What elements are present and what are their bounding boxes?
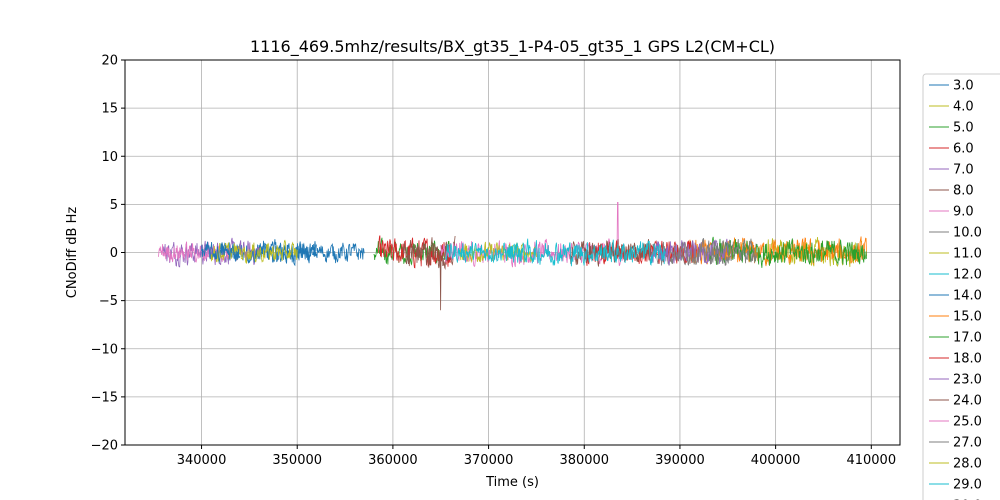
legend-label: 12.0 [953,268,982,283]
series-line-27.0 [670,237,757,266]
x-tick-label: 390000 [655,453,705,468]
legend: 3.0 4.0 5.0 6.0 7.0 8.0 9.0 10.0 11.0 12.0 14.0 15.… [922,73,1000,500]
y-tick-label: 15 [101,102,118,117]
x-tick-label: 340000 [177,453,227,468]
series-line-28.0 [210,239,298,264]
ticks: 340000 350000 360000 370000 380000 390000 4000… [91,54,897,469]
legend-label: 25.0 [953,415,982,430]
legend-label: 24.0 [953,394,982,409]
series-line-14.0 [249,241,365,264]
legend-label: 18.0 [953,352,982,367]
legend-label: 6.0 [953,142,974,157]
legend-label: 29.0 [953,478,982,493]
legend-label: 28.0 [953,457,982,472]
legend-label: 8.0 [953,184,974,199]
y-tick-label: −20 [91,439,118,454]
x-axis-label: Time (s) [485,475,539,490]
x-tick-label: 350000 [272,453,322,468]
y-tick-label: 0 [110,246,118,261]
x-tick-label: 380000 [559,453,609,468]
x-tick-label: 370000 [464,453,514,468]
y-tick-label: −15 [91,390,118,405]
series-line-30.0 [201,241,241,263]
legend-box [922,73,1000,500]
y-tick-label: 10 [101,150,118,165]
x-tick-label: 400000 [751,453,801,468]
legend-label: 9.0 [953,205,974,220]
series-lines [158,201,867,311]
legend-label: 14.0 [953,289,982,304]
legend-label: 30.0 [953,499,982,500]
series-line-6.0 [378,235,451,269]
legend-label: 27.0 [953,436,982,451]
y-axis-label: CNoDiff dB Hz [65,207,80,299]
legend-label: 17.0 [953,331,982,346]
legend-label: 4.0 [953,100,974,115]
series-line-29.0 [507,238,666,267]
y-tick-label: 20 [101,54,118,69]
series-line-25.0 [158,241,231,263]
y-tick-label: 5 [110,198,118,213]
series-line-8.0 [402,235,456,311]
y-tick-label: −10 [91,342,118,357]
legend-label: 3.0 [953,79,974,94]
legend-label: 23.0 [953,373,982,388]
y-tick-label: −5 [99,294,118,309]
legend-label: 7.0 [953,163,974,178]
legend-label: 11.0 [953,247,982,262]
series-line-17.0 [708,236,867,268]
legend-label: 10.0 [953,226,982,241]
x-tick-label: 410000 [846,453,896,468]
legend-label: 5.0 [953,121,974,136]
chart-title: 1116_469.5mhz/results/BX_gt35_1-P4-05_gt… [250,37,775,57]
legend-label: 15.0 [953,310,982,325]
x-tick-label: 360000 [368,453,418,468]
